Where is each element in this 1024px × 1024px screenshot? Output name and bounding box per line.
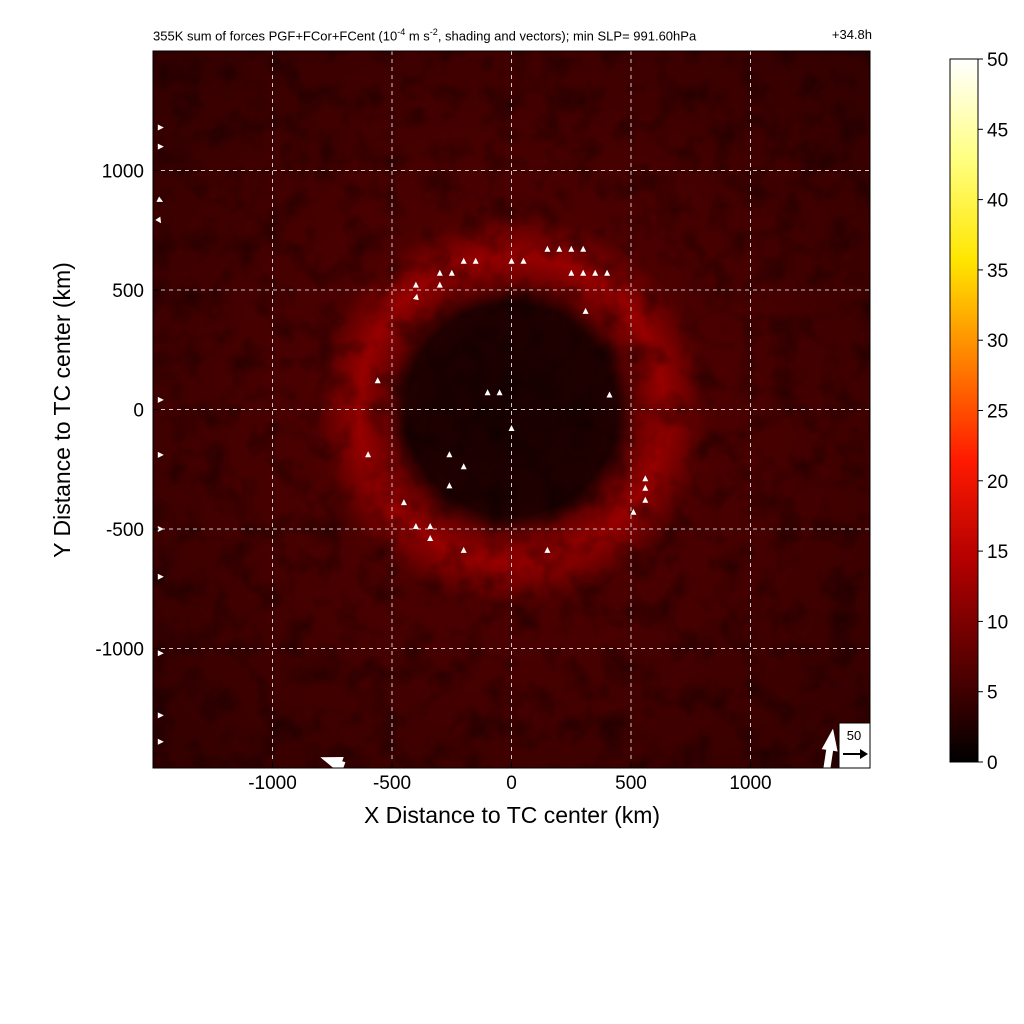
force-vector [427,523,434,529]
force-vector [436,269,443,276]
force-vector [157,738,164,745]
force-vector [472,257,479,264]
colorbar-tick-label: 30 [987,331,1008,352]
colorbar-tick-label: 0 [987,753,998,774]
force-vector [544,245,551,252]
force-vector [157,573,164,580]
y-tick-label: -500 [106,520,144,541]
reference-vector-label: 50 [847,728,861,743]
force-vector [320,757,346,768]
force-vector [365,451,372,458]
force-vector [460,257,467,264]
colorbar-tick-label: 15 [987,542,1008,563]
force-vector [642,475,649,482]
force-vector [484,389,491,396]
x-tick-label: 1000 [729,773,771,794]
force-vector [400,499,407,506]
colorbar [949,58,979,763]
force-vector [427,535,434,541]
force-vector [592,269,599,276]
force-vector [604,269,611,276]
x-tick-label: 500 [615,773,647,794]
force-vector [446,451,453,458]
force-vector [448,269,455,276]
force-vector [544,546,551,553]
force-vector [821,728,838,768]
x-tick-label: -500 [373,773,411,794]
force-vector [157,143,164,150]
force-vector [642,496,649,503]
field-texture [153,51,870,768]
force-vector [157,124,164,131]
y-tick-label: 500 [112,281,144,302]
force-vector [156,196,164,202]
plot-area [153,51,870,768]
x-axis-title: X Distance to TC center (km) [364,802,660,828]
force-vector [157,712,164,719]
force-vector [436,281,443,288]
y-tick-label: -1000 [95,640,144,661]
force-vector [412,523,419,529]
colorbar-tick-label: 20 [987,472,1008,493]
force-vector [642,484,649,491]
x-axis-ticks: -1000 -500 0 500 1000 [248,762,772,794]
y-axis-ticks: -1000 -500 0 500 1000 [95,162,159,661]
force-vector [157,650,164,657]
force-vector [460,546,467,553]
x-tick-label: -1000 [248,773,297,794]
force-vector [155,216,162,224]
force-vector [556,245,563,252]
colorbar-tick-label: 40 [987,191,1008,212]
force-vector [606,391,613,398]
force-vector [496,389,503,396]
force-vector [568,245,575,252]
force-vector [157,451,164,458]
colorbar-tick-label: 5 [987,683,998,704]
lead-time: +34.8h [831,27,872,42]
colorbar-ticks: 0 5 10 15 20 25 30 35 40 45 50 [978,50,1008,774]
colorbar-tick-label: 10 [987,612,1008,633]
reference-vector: 50 [838,722,871,769]
colorbar-tick-label: 25 [987,402,1008,423]
force-vector [446,482,453,489]
force-vector [413,293,419,301]
y-tick-label: 1000 [102,162,144,183]
force-vector [157,396,164,403]
force-vector [580,269,587,276]
y-tick-label: 0 [133,401,144,422]
y-axis-title: Y Distance to TC center (km) [49,262,75,558]
chart-title: 355K sum of forces PGF+FCor+FCent (10-4 … [153,27,697,44]
colorbar-tick-label: 50 [987,50,1008,71]
force-vector [568,269,575,276]
force-vector [508,425,515,431]
force-vector [157,526,164,532]
force-vector [520,257,527,264]
x-tick-label: 0 [506,773,517,794]
force-vector [630,508,637,515]
force-vector [374,377,381,384]
colorbar-tick-label: 45 [987,120,1008,141]
force-vector [412,281,419,288]
force-vectors [155,124,838,768]
force-vector [508,257,515,264]
force-vector [582,307,589,314]
force-vector [460,463,467,470]
force-vector [580,245,587,252]
colorbar-tick-label: 35 [987,261,1008,282]
